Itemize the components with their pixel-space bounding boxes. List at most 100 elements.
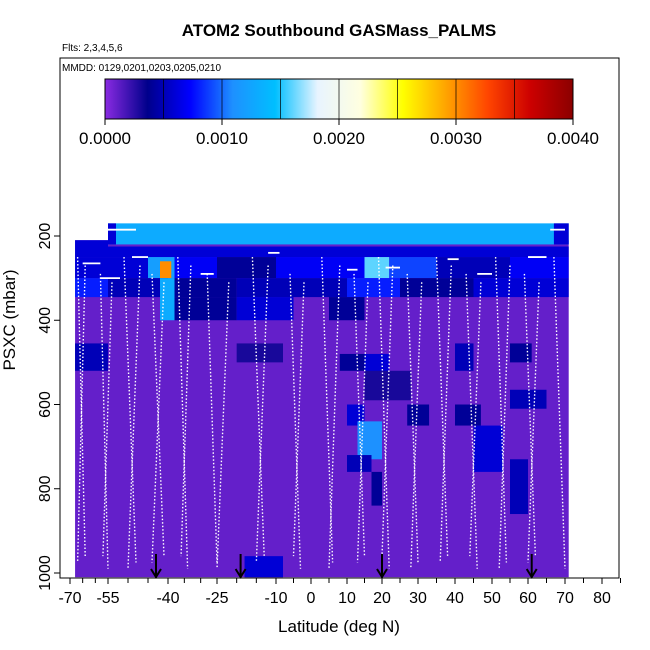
heatmap-cell — [329, 297, 365, 321]
arrow-head — [150, 568, 162, 579]
heatmap-cell — [510, 459, 528, 515]
flight-track — [439, 265, 452, 563]
latitude-arrows — [150, 554, 538, 579]
flight-track — [292, 282, 305, 557]
colorbar-ticks: 0.0000 0.0010 0.0020 0.0030 0.0040 — [79, 119, 599, 148]
arrow-head — [525, 568, 538, 579]
x-tick-label: 30 — [409, 590, 427, 607]
x-tick-label: -10 — [264, 590, 287, 607]
dates-note: MMDD: 0129,0201,0203,0205,0210 — [62, 63, 221, 74]
colorbar-divisions — [163, 79, 515, 119]
heatmap-cell — [339, 353, 365, 371]
heatmap-cell — [160, 278, 175, 321]
heatmap-cell — [473, 425, 503, 472]
flight-track — [469, 282, 482, 557]
flight-track — [216, 282, 230, 569]
x-axis-label: Latitude (deg N) — [278, 617, 400, 636]
y-axis: 200 400 600 800 1000 — [37, 58, 61, 591]
heatmap-cell — [347, 455, 372, 472]
flight-track — [377, 257, 390, 569]
x-tick-label: 60 — [519, 590, 537, 607]
heatmap-cell — [510, 257, 569, 279]
chart-title: ATOM2 Southbound GASMass_PALMS — [182, 21, 497, 40]
heatmap-cell — [108, 223, 116, 245]
heatmap-cell — [510, 343, 532, 363]
flight-track — [381, 265, 394, 557]
colorbar-tick-label: 0.0010 — [196, 129, 248, 148]
flight-track — [553, 257, 566, 569]
heatmap-cell — [455, 404, 481, 426]
heatmap-cell — [364, 257, 390, 279]
x-tick-label: 0 — [307, 590, 316, 607]
colorbar-tick-label: 0.0020 — [313, 129, 365, 148]
heatmap-cell — [407, 404, 430, 426]
flight-track — [76, 265, 86, 563]
x-tick-label: -55 — [96, 590, 119, 607]
x-axis: -70 -55 -40 -25 -10 0 10 20 30 40 50 60 70 80 — [58, 577, 621, 607]
heatmap-cell — [174, 297, 237, 321]
flight-track — [127, 265, 141, 569]
arrow-head — [234, 568, 247, 579]
heatmap-cell — [510, 389, 547, 409]
flight-track — [102, 282, 113, 557]
flight-track — [328, 265, 341, 569]
flight-track — [289, 273, 302, 569]
heatmap-cell — [276, 257, 365, 279]
heatmap-cell — [347, 404, 365, 426]
heatmap-cell — [436, 257, 510, 279]
flight-track — [151, 282, 165, 563]
colorbar-tick-label: 0.0040 — [547, 129, 599, 148]
heatmap-cell — [244, 556, 283, 578]
y-tick-label: 600 — [37, 391, 54, 418]
y-tick-label: 800 — [37, 475, 54, 502]
heatmap-cell — [347, 278, 400, 298]
y-tick-label: 200 — [37, 223, 54, 250]
flight-track — [177, 257, 189, 569]
flight-track — [99, 273, 109, 569]
arrow-head — [376, 568, 388, 579]
heatmap-cell — [108, 278, 168, 298]
x-tick-label: 10 — [338, 590, 356, 607]
flight-track — [180, 265, 192, 557]
heatmap-cell — [371, 471, 382, 506]
flights-note: Flts: 2,3,4,5,6 — [62, 43, 123, 54]
flight-track — [498, 265, 511, 569]
flight-track — [151, 273, 165, 557]
flight-track — [251, 257, 265, 557]
heatmap-cell — [455, 343, 474, 371]
x-tick-label: 50 — [483, 590, 501, 607]
x-tick-label: 40 — [446, 590, 464, 607]
heatmap-cells — [75, 223, 569, 578]
heatmap-cell — [389, 257, 437, 279]
flight-track — [465, 273, 478, 569]
heatmap-cell — [236, 343, 283, 363]
x-tick-label: -70 — [58, 590, 81, 607]
flight-track — [435, 257, 449, 557]
heatmap-cell — [217, 257, 276, 279]
flight-track — [76, 257, 86, 557]
heatmap-cell — [553, 223, 569, 245]
y-tick-label: 400 — [37, 307, 54, 334]
colorbar-tick-label: 0.0000 — [79, 129, 131, 148]
flight-track — [353, 273, 366, 557]
heatmap-cell — [473, 278, 569, 298]
x-tick-label: 20 — [373, 590, 391, 607]
heatmap-cell — [174, 278, 237, 298]
heatmap-cell — [236, 278, 347, 298]
flight-track — [406, 273, 419, 563]
heatmap-cell — [160, 261, 172, 279]
heatmap-cell — [108, 223, 569, 245]
y-tick-label: 1000 — [37, 555, 54, 591]
plot-area — [59, 57, 620, 579]
flight-track — [206, 273, 218, 563]
flight-tracks — [76, 228, 566, 569]
y-axis-label: PSXC (mbar) — [0, 269, 19, 370]
heatmap-cell — [108, 246, 569, 258]
heatmap-cell — [75, 240, 108, 258]
colorbar: 0.0000 0.0010 0.0020 0.0030 0.0040 — [79, 78, 599, 148]
x-tick-label: 70 — [556, 590, 574, 607]
heatmap-cell — [174, 257, 217, 279]
heatmap-cell — [400, 278, 474, 298]
flight-track — [356, 282, 369, 563]
